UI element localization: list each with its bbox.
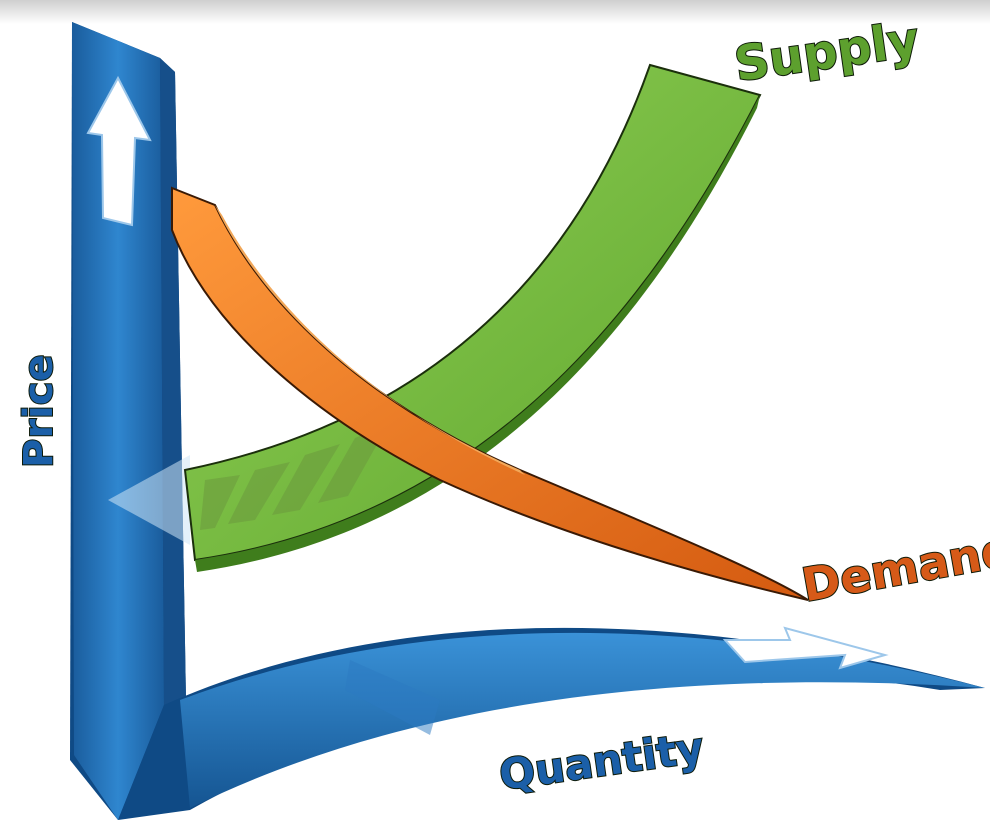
price-axis-label: Price: [16, 354, 62, 468]
demand-label: Demand: [798, 522, 990, 612]
price-axis: [70, 22, 186, 820]
demand-curve: [171, 186, 809, 601]
quantity-axis-label: Quantity: [496, 723, 707, 800]
top-shading: [0, 0, 990, 24]
price-level-panel: [108, 455, 190, 545]
right-arrow-icon: [722, 626, 889, 670]
supply-label: Supply: [731, 12, 922, 93]
up-arrow-icon: [86, 75, 152, 227]
quantity-axis: [118, 627, 985, 820]
supply-curve: [183, 63, 762, 572]
